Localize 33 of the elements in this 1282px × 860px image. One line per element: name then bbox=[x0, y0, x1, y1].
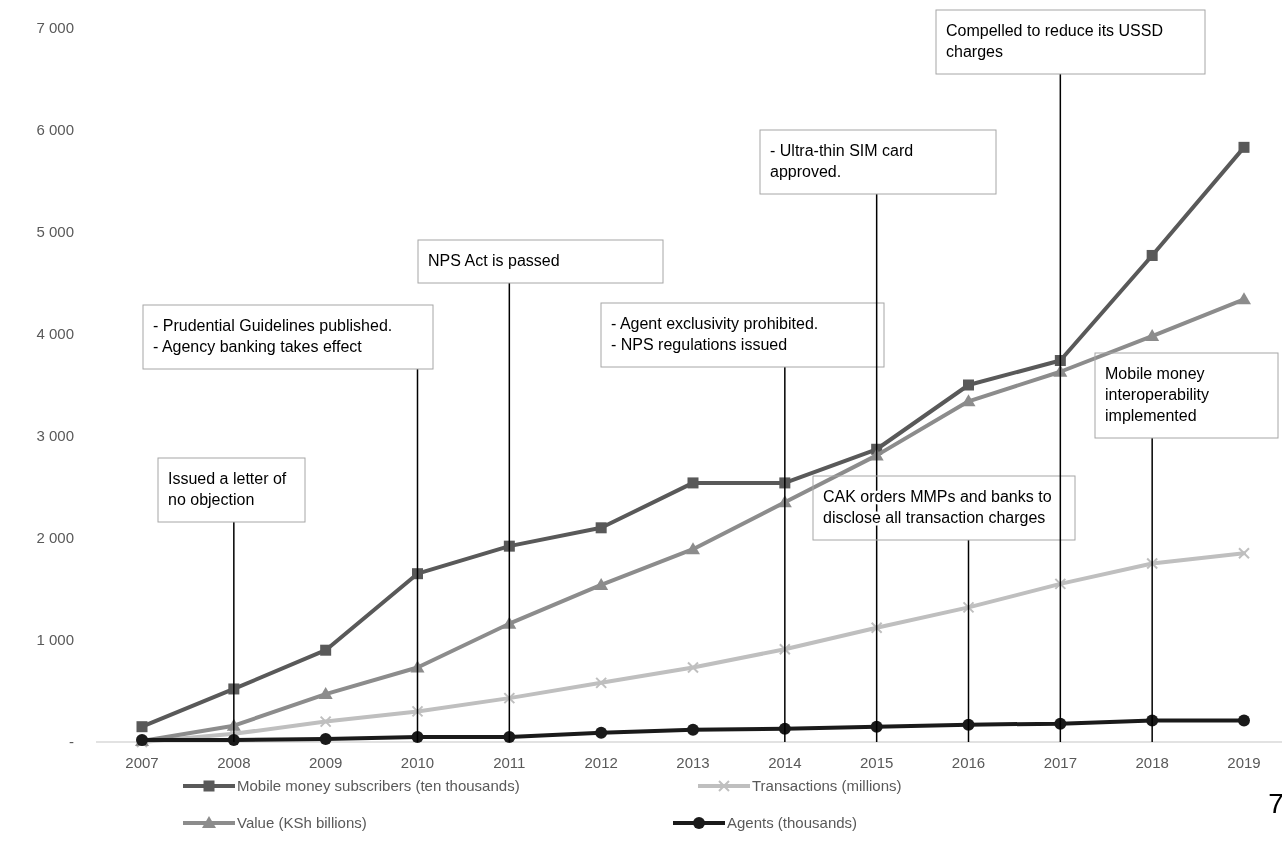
ref-line-label: Issued a letter of no objection bbox=[168, 470, 287, 508]
x-tick-label: 2017 bbox=[1043, 754, 1078, 771]
x-tick-label: 2018 bbox=[1135, 754, 1169, 771]
x-tick-label: 2015 bbox=[859, 754, 894, 771]
y-tick-label: 5 000 bbox=[36, 223, 74, 240]
x-tick-label: 2010 bbox=[400, 754, 435, 771]
y-tick-label: 4 000 bbox=[36, 325, 74, 342]
x-tick-label: 2019 bbox=[1227, 754, 1261, 771]
text: 7 bbox=[1268, 788, 1282, 819]
x-tick-label: 2007 bbox=[125, 754, 159, 771]
ref-line-label: - Ultra-thin SIM card approved. bbox=[770, 142, 914, 180]
y-tick-label: 1 000 bbox=[36, 631, 74, 648]
y-tick-label: 6 000 bbox=[36, 121, 74, 138]
y-tick-label: 7 000 bbox=[36, 19, 74, 36]
x-tick-label: 2013 bbox=[676, 754, 710, 771]
ref-line-label: Compelled to reduce its USSD charges bbox=[946, 22, 1163, 60]
x-tick-label: 2014 bbox=[768, 754, 802, 771]
legend-label: Value (KSh billions) bbox=[237, 814, 367, 831]
x-tick-label: 2012 bbox=[584, 754, 618, 771]
ref-line-label: Mobile money interoperability implemented bbox=[1105, 365, 1210, 424]
legend-label: Transactions (millions) bbox=[752, 777, 902, 794]
x-tick-label: 2008 bbox=[217, 754, 251, 771]
ref-line-label: - Prudential Guidelines published. - Agency banking takes effect bbox=[153, 317, 393, 355]
y-tick-label: 2 000 bbox=[36, 529, 74, 546]
x-tick-label: 2011 bbox=[493, 754, 526, 771]
x-tick-label: 2016 bbox=[951, 754, 986, 771]
y-tick-label: - bbox=[69, 733, 74, 750]
legend-label: Agents (thousands) bbox=[727, 814, 858, 831]
y-tick-label: 3 000 bbox=[36, 427, 74, 444]
legend-label: Mobile money subscribers (ten thousands) bbox=[237, 777, 520, 794]
x-tick-label: 2009 bbox=[308, 754, 343, 771]
ref-line-label: NPS Act is passed bbox=[428, 252, 560, 269]
ref-line-label: - Agent exclusivity prohibited. - NPS regulations issued bbox=[611, 315, 819, 353]
